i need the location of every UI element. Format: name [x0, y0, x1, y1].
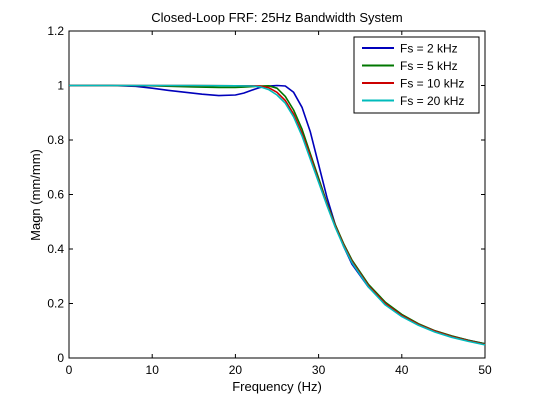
legend-label-4: Fs = 20 kHz: [400, 94, 464, 108]
x-tick-label: 30: [312, 363, 326, 377]
series-line-2: [69, 84, 486, 345]
x-tick-label: 20: [229, 363, 243, 377]
x-tick-label: 40: [395, 363, 409, 377]
y-tick-label: 0.8: [47, 133, 64, 147]
y-tick-label: 1.2: [47, 24, 64, 38]
y-tick-label: 0.6: [47, 188, 64, 202]
legend-label-3: Fs = 10 kHz: [400, 77, 464, 91]
series-line-4: [69, 84, 486, 346]
legend-label-2: Fs = 5 kHz: [400, 59, 458, 73]
y-tick-label: 0: [57, 351, 64, 365]
y-tick-label: 0.4: [47, 242, 64, 256]
legend-label-1: Fs = 2 kHz: [400, 42, 458, 56]
x-tick-label: 10: [146, 363, 160, 377]
x-tick-label: 50: [478, 363, 492, 377]
legend: Fs = 2 kHz Fs = 5 kHz Fs = 10 kHz Fs = 20 k…: [353, 36, 480, 114]
x-tick-label: 0: [66, 363, 73, 377]
y-axis-label: Magn (mm/mm): [28, 149, 43, 241]
y-tick-label: 1: [57, 79, 64, 93]
chart-title: Closed-Loop FRF: 25Hz Bandwidth System: [151, 10, 402, 25]
y-tick-label: 0.2: [47, 297, 64, 311]
x-axis-label: Frequency (Hz): [232, 379, 322, 394]
